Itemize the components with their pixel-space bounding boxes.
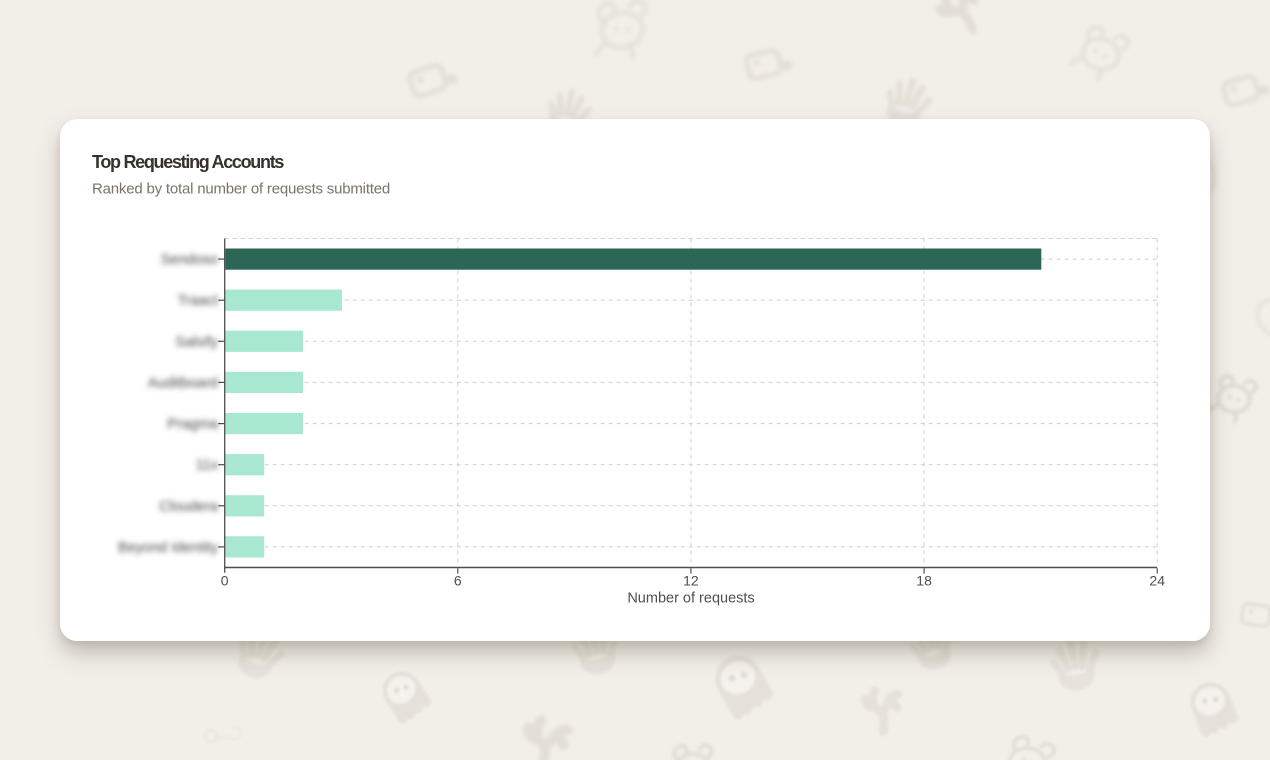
svg-text:Cloudera: Cloudera — [159, 499, 219, 515]
svg-text:Traact: Traact — [177, 293, 218, 309]
svg-text:18: 18 — [916, 573, 932, 589]
svg-text:0: 0 — [221, 573, 229, 589]
svg-text:24: 24 — [1149, 573, 1165, 589]
svg-text:Auditboard: Auditboard — [148, 375, 218, 391]
svg-text:Pragma: Pragma — [167, 417, 219, 433]
svg-text:Top Requesting Accounts: Top Requesting Accounts — [92, 152, 284, 172]
svg-text:Salsify: Salsify — [175, 334, 218, 350]
svg-text:Number of requests: Number of requests — [627, 591, 754, 607]
svg-text:12: 12 — [683, 573, 699, 589]
svg-text:11x: 11x — [196, 458, 219, 474]
svg-text:6: 6 — [454, 573, 462, 589]
svg-text:Sendoso: Sendoso — [161, 252, 218, 268]
svg-text:Beyond Identity: Beyond Identity — [118, 540, 219, 556]
svg-text:Ranked by total number of requ: Ranked by total number of requests submi… — [92, 180, 390, 197]
